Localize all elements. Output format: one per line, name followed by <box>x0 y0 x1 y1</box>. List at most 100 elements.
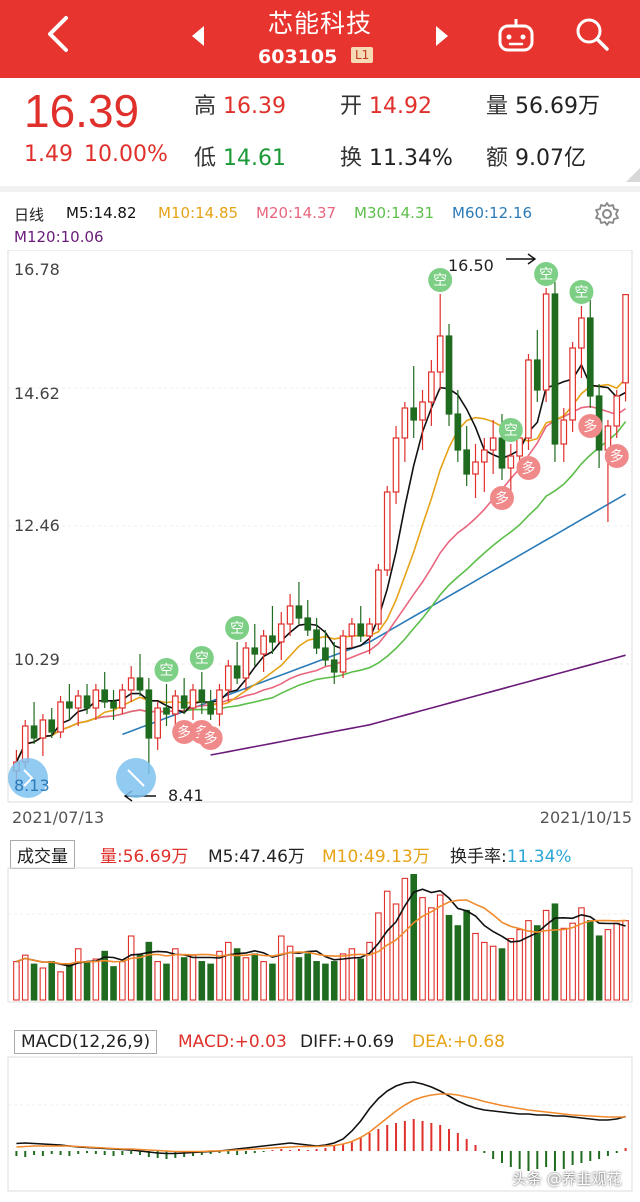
volume-bar <box>357 958 365 1001</box>
candle-body <box>622 293 629 384</box>
volume-frame <box>7 867 633 1003</box>
candlestick-chart[interactable]: 空空空空空空空多多多多多多多 <box>0 250 640 806</box>
volume-bar <box>551 903 559 1001</box>
y-tick-4: 10.29 <box>14 650 60 669</box>
next-stock-icon[interactable] <box>432 24 452 48</box>
volume-bar <box>30 963 38 1001</box>
volume-bar <box>127 935 135 1001</box>
ma10-line <box>15 378 627 763</box>
macd-indicator-button[interactable]: MACD(12,26,9) <box>14 1030 158 1054</box>
short-signal-badge: 空 <box>154 658 179 682</box>
candle-body <box>613 395 621 427</box>
short-signal-circle <box>498 418 523 442</box>
short-signal-circle <box>569 280 594 304</box>
volume-bar <box>225 941 232 1001</box>
volume-bar <box>119 961 126 1001</box>
max-price-label: 16.50 <box>448 256 494 275</box>
volume-bar <box>534 925 541 1001</box>
candle-body <box>375 569 382 625</box>
ma120-value: M120:10.06 <box>14 228 104 246</box>
candle-body <box>180 695 188 709</box>
candle-body <box>401 407 409 439</box>
candle-body <box>269 635 276 643</box>
search-icon[interactable] <box>572 14 612 54</box>
volume-bar <box>92 958 100 1001</box>
candle-body <box>330 659 338 673</box>
candle-body <box>189 689 197 709</box>
volume-bar <box>586 920 594 1001</box>
scroll-left-button <box>8 758 48 798</box>
candle-body <box>436 335 444 373</box>
long-signal-badge: 多 <box>516 456 541 480</box>
last-price: 16.39 <box>24 85 140 137</box>
stock-code: 603105 <box>258 46 338 68</box>
volume-stat: 量 56.69万 <box>486 94 600 119</box>
candle-body <box>127 677 135 691</box>
candle-body <box>154 707 162 739</box>
volume-bar <box>13 961 20 1001</box>
price-change-percent: 10.00% <box>84 142 168 167</box>
volume-indicator-button[interactable]: 成交量 <box>10 840 75 869</box>
volume-bar <box>454 925 462 1001</box>
diff-value: DIFF:+0.69 <box>300 1032 395 1052</box>
candle-body <box>480 449 488 463</box>
volume-bar <box>410 874 417 1001</box>
y-tick-1: 16.78 <box>14 260 60 279</box>
volume-bar <box>172 948 179 1001</box>
candle-body <box>66 701 73 709</box>
macd-value: MACD:+0.03 <box>178 1032 287 1052</box>
macd-chart[interactable] <box>0 1055 640 1195</box>
volume-bar <box>348 948 356 1001</box>
volume-turnover: 换手率:11.34% <box>450 847 572 867</box>
long-signal-circle <box>516 456 541 480</box>
long-signal-text: 多 <box>610 448 624 465</box>
volume-bar <box>498 948 506 1001</box>
robot-assistant-icon[interactable] <box>496 16 536 56</box>
settings-gear-icon[interactable] <box>594 201 620 227</box>
volume-bar <box>242 957 250 1001</box>
candle-body <box>233 665 241 679</box>
long-signal-circle <box>604 444 629 468</box>
volume-bar <box>428 907 435 1001</box>
dea-line <box>16 1093 626 1153</box>
min-price-label: 8.41 <box>168 786 204 805</box>
candle-body <box>560 419 568 445</box>
candle-body <box>445 335 453 415</box>
open-price: 开 14.92 <box>340 94 432 119</box>
back-arrow-icon[interactable] <box>40 12 80 56</box>
candle-body <box>216 689 223 715</box>
volume-m5: M5:47.46万 <box>208 847 305 867</box>
short-signal-text: 空 <box>433 273 447 289</box>
volume-bar <box>375 912 382 1001</box>
volume-bar <box>330 961 338 1001</box>
top-bar: 芯能科技 603105 L1 <box>0 0 640 78</box>
candle-body <box>74 695 82 709</box>
volume-bar <box>74 948 82 1001</box>
volume-chart[interactable] <box>0 866 640 1006</box>
price-change: 1.49 <box>24 142 73 167</box>
previous-stock-icon[interactable] <box>188 24 208 48</box>
volume-bar <box>216 950 223 1001</box>
candle-body <box>489 437 497 451</box>
expand-icon[interactable] <box>620 168 640 182</box>
period-label[interactable]: 日线 <box>14 206 45 224</box>
short-signal-circle <box>189 646 214 670</box>
volume-bar <box>145 941 153 1001</box>
short-signal-circle <box>154 658 179 682</box>
turnover-stat: 换 11.34% <box>340 146 453 171</box>
volume-bar <box>366 941 373 1001</box>
candle-body <box>295 605 303 619</box>
volume-bar <box>622 920 629 1001</box>
candle-body <box>507 455 515 469</box>
candle-body <box>207 701 214 715</box>
amount-stat: 额 9.07亿 <box>486 146 587 171</box>
volume-bar <box>260 961 267 1001</box>
volume-bar <box>419 897 426 1001</box>
long-signal-badge: 多 <box>172 720 197 744</box>
short-signal-text: 空 <box>504 423 518 439</box>
volume-bar <box>66 963 73 1001</box>
volume-bar <box>401 877 409 1001</box>
volume-bar <box>83 961 91 1001</box>
candle-body <box>39 719 47 739</box>
candle-body <box>339 635 347 673</box>
